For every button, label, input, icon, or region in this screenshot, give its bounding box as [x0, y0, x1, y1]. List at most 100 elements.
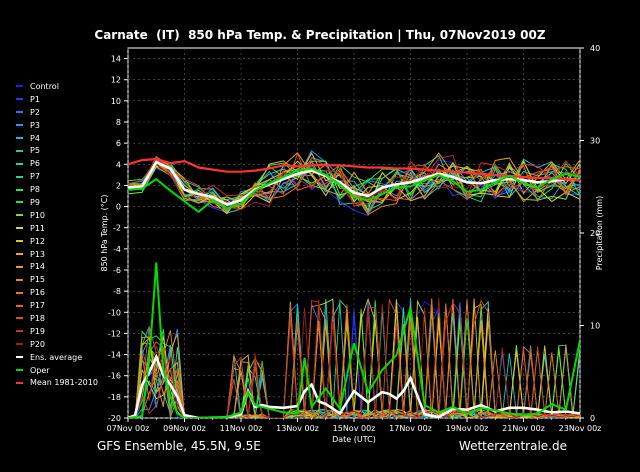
mean-1981-2010-temp-line: [128, 157, 580, 182]
legend-swatch: [16, 381, 23, 384]
y-tick-label: -12: [108, 329, 121, 338]
legend-swatch: [16, 291, 23, 294]
legend-label: P19: [30, 326, 46, 336]
legend-swatch: [16, 124, 23, 127]
legend-swatch: [16, 265, 23, 268]
chart-title: Carnate (IT) 850 hPa Temp. & Precipitati…: [94, 28, 546, 42]
y2-tick-label: 30: [590, 137, 600, 146]
y2-tick-label: 20: [590, 229, 600, 238]
legend-swatch: [16, 317, 23, 320]
legend-swatch: [16, 227, 23, 230]
legend-label: Oper: [30, 365, 50, 375]
member-temp-line: [128, 158, 580, 217]
footer-model-info: GFS Ensemble, 45.5N, 9.5E: [97, 439, 261, 453]
legend-swatch: [16, 278, 23, 281]
legend-item: Control: [16, 80, 126, 93]
legend-swatch: [16, 369, 23, 372]
legend-item: P2: [16, 106, 126, 119]
x-tick-label: 15Nov 00z: [333, 424, 376, 433]
legend-item: P4: [16, 132, 126, 145]
x-tick-label: 17Nov 00z: [389, 424, 432, 433]
x-tick-label: 23Nov 00z: [559, 424, 602, 433]
legend-label: P16: [30, 288, 46, 298]
legend-label: P14: [30, 262, 46, 272]
legend-item: P17: [16, 299, 126, 312]
member-temp-line: [128, 151, 580, 204]
y-tick-label: 6: [116, 139, 121, 148]
x-tick-label: 21Nov 00z: [502, 424, 545, 433]
legend-label: P2: [30, 107, 40, 117]
legend-item: P6: [16, 157, 126, 170]
legend-swatch: [16, 343, 23, 346]
oper-temp-line: [128, 167, 580, 214]
member-temp-line: [128, 160, 580, 215]
legend-swatch: [16, 240, 23, 243]
member-precip-line: [128, 299, 580, 418]
y2-tick-label: 0: [590, 414, 595, 423]
x-tick-label: 07Nov 00z: [107, 424, 150, 433]
y-tick-label: -10: [108, 308, 121, 317]
legend-swatch: [16, 162, 23, 165]
legend-item: P16: [16, 286, 126, 299]
legend-label: P11: [30, 223, 46, 233]
legend-swatch: [16, 214, 23, 217]
y-tick-label: -8: [113, 287, 121, 296]
legend-item: P20: [16, 338, 126, 351]
legend-item: P5: [16, 144, 126, 157]
y-tick-label: 4: [116, 160, 121, 169]
legend-item: Ens. average: [16, 351, 126, 364]
chart-legend: Control P1 P2 P3 P4 P5 P6 P7 P8 P9 P10 P11 P12 P13 P14…: [16, 80, 126, 389]
y-tick-label: 8: [116, 118, 121, 127]
y-tick-label: -2: [113, 224, 121, 233]
legend-label: P9: [30, 197, 40, 207]
legend-item: P13: [16, 248, 126, 261]
y2-axis-label: Precipitation (mm): [595, 196, 604, 270]
y-tick-label: -16: [108, 372, 121, 381]
legend-swatch: [16, 330, 23, 333]
legend-swatch: [16, 175, 23, 178]
x-axis-label: Date (UTC): [332, 435, 376, 444]
legend-label: P5: [30, 146, 40, 156]
legend-label: P6: [30, 159, 40, 169]
legend-label: P1: [30, 94, 40, 104]
legend-swatch: [16, 304, 23, 307]
legend-label: P8: [30, 185, 40, 195]
legend-item: P8: [16, 183, 126, 196]
y-tick-label: 10: [111, 97, 121, 106]
legend-label: P3: [30, 120, 40, 130]
legend-label: P12: [30, 236, 46, 246]
legend-item: P12: [16, 235, 126, 248]
ensemble-members: [128, 150, 580, 418]
legend-item: P18: [16, 312, 126, 325]
x-tick-label: 11Nov 00z: [220, 424, 263, 433]
y-tick-label: 12: [111, 76, 121, 85]
legend-label: Ens. average: [30, 352, 83, 362]
legend-swatch: [16, 356, 23, 359]
legend-item: Mean 1981-2010: [16, 376, 126, 389]
legend-item: P14: [16, 260, 126, 273]
ens-average-temp-line: [128, 160, 580, 206]
legend-item: P7: [16, 170, 126, 183]
legend-label: P7: [30, 172, 40, 182]
legend-item: P1: [16, 93, 126, 106]
y-tick-label: -20: [108, 414, 121, 423]
legend-label: P15: [30, 275, 46, 285]
legend-item: P15: [16, 273, 126, 286]
oper-precip-line: [128, 262, 580, 418]
footer-site-credit: Wetterzentrale.de: [458, 439, 567, 453]
legend-label: P17: [30, 301, 46, 311]
y-tick-label: -18: [108, 393, 121, 402]
y-tick-label: 2: [116, 181, 121, 190]
x-tick-label: 19Nov 00z: [446, 424, 489, 433]
member-temp-line: [128, 154, 580, 205]
legend-item: P3: [16, 119, 126, 132]
x-tick-label: 13Nov 00z: [276, 424, 319, 433]
y-tick-label: 14: [111, 55, 121, 64]
legend-label: P4: [30, 133, 40, 143]
member-temp-line: [128, 152, 580, 210]
x-tick-label: 09Nov 00z: [163, 424, 206, 433]
y-tick-label: -6: [113, 266, 121, 275]
legend-label: P20: [30, 339, 46, 349]
